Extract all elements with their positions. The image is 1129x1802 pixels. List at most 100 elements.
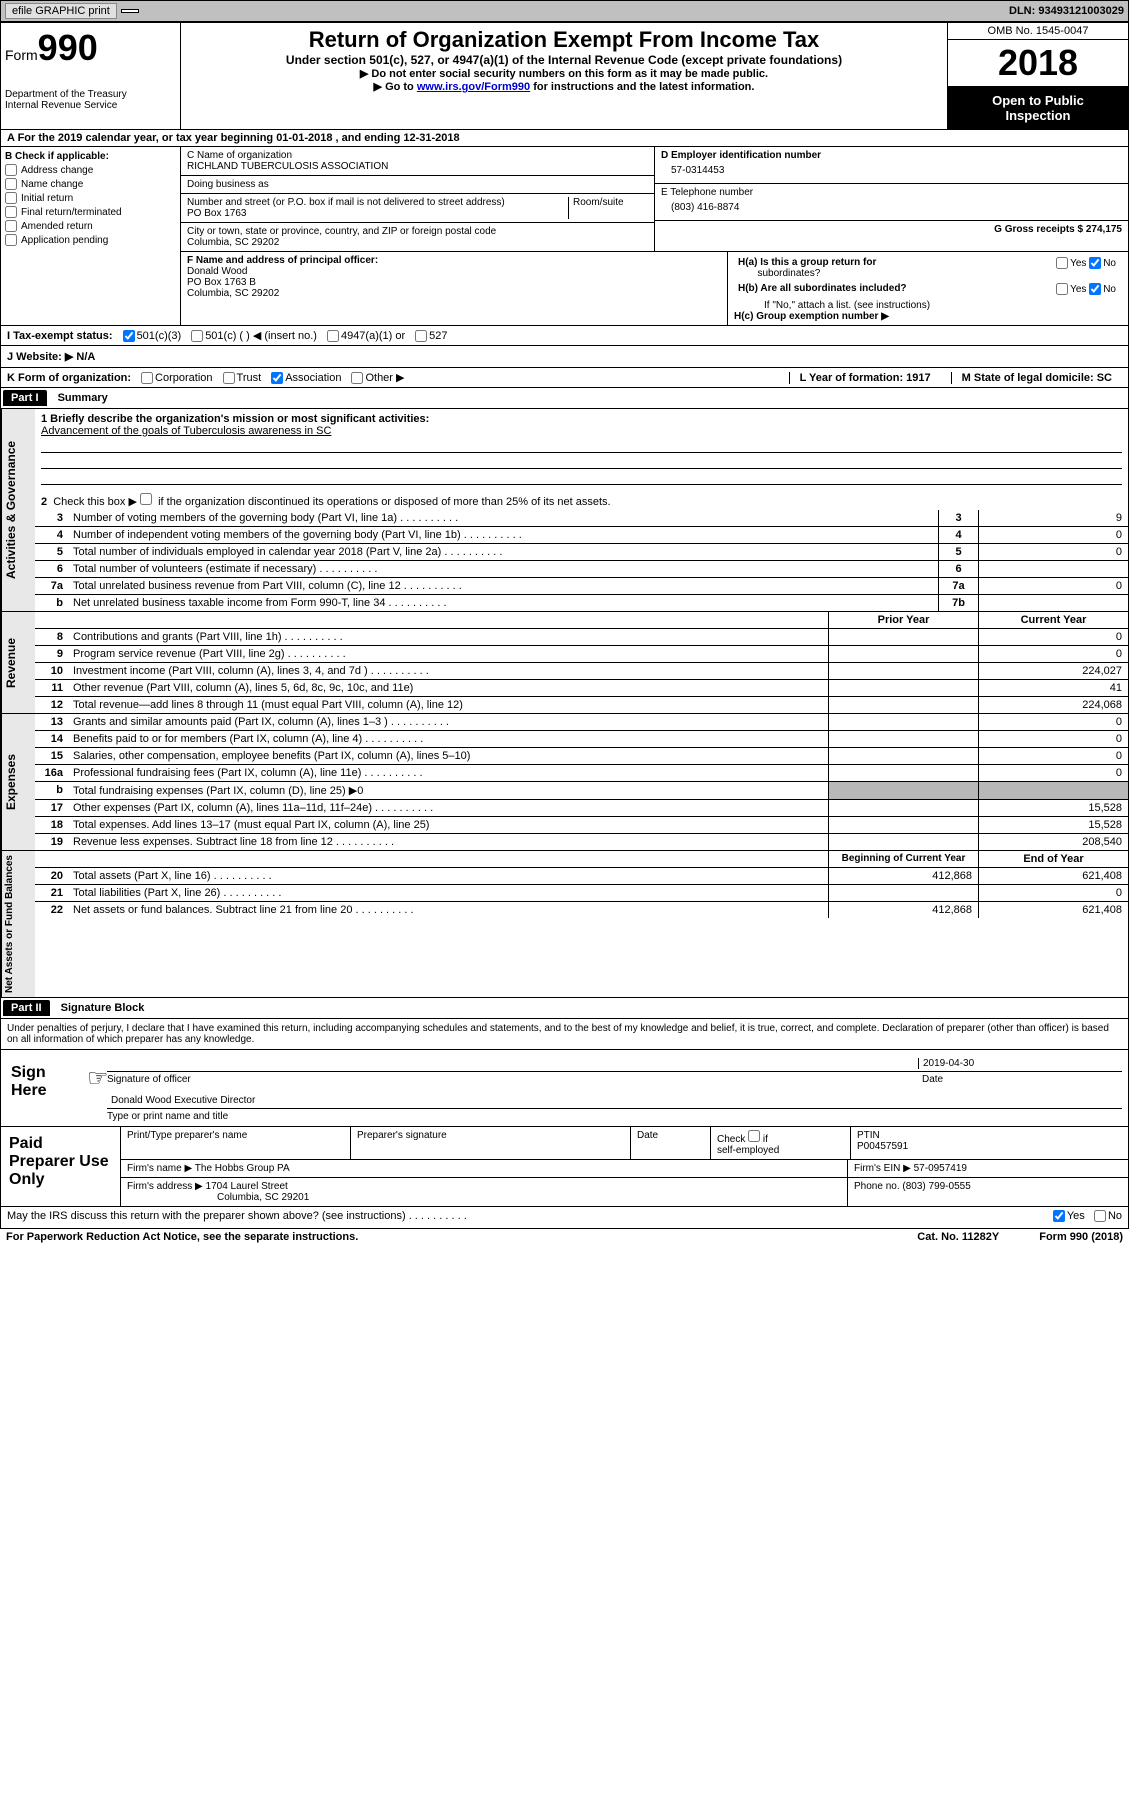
ptin-label: PTIN <box>857 1130 1122 1141</box>
gross-receipts: G Gross receipts $ 274,175 <box>661 224 1122 235</box>
address-value: PO Box 1763 <box>187 208 568 219</box>
line15-cy: 0 <box>978 748 1128 764</box>
line7b-value <box>978 595 1128 611</box>
line22-cy: 621,408 <box>978 902 1128 918</box>
irs-link[interactable]: www.irs.gov/Form990 <box>417 81 530 93</box>
association-checkbox[interactable] <box>271 372 283 384</box>
officer-name-title: Donald Wood Executive Director <box>111 1095 255 1106</box>
501c-checkbox[interactable] <box>191 330 203 342</box>
line12-label: Total revenue—add lines 8 through 11 (mu… <box>69 697 828 713</box>
line19-cy: 208,540 <box>978 834 1128 850</box>
discontinued-checkbox[interactable] <box>140 493 152 505</box>
form-990-footer: Form 990 (2018) <box>1039 1231 1123 1243</box>
hb-no-checkbox[interactable] <box>1089 283 1101 295</box>
line16a-cy: 0 <box>978 765 1128 781</box>
line4-value: 0 <box>978 527 1128 543</box>
ssn-warning: ▶ Do not enter social security numbers o… <box>189 67 939 80</box>
hb-note: If "No," attach a list. (see instruction… <box>734 300 1122 311</box>
initial-return-checkbox[interactable] <box>5 192 17 204</box>
dln-number: DLN: 93493121003029 <box>1009 5 1124 17</box>
application-pending-checkbox[interactable] <box>5 234 17 246</box>
firm-ein: 57-0957419 <box>914 1163 967 1174</box>
paid-preparer-label: Paid Preparer Use Only <box>1 1127 121 1206</box>
line5-value: 0 <box>978 544 1128 560</box>
officer-name: Donald Wood <box>187 266 721 277</box>
line2-text: 2 Check this box ▶ if the organization d… <box>35 491 1128 510</box>
line11-label: Other revenue (Part VIII, column (A), li… <box>69 680 828 696</box>
tax-year: 2018 <box>948 40 1128 87</box>
527-checkbox[interactable] <box>415 330 427 342</box>
print-name-label: Print/Type preparer's name <box>121 1127 351 1159</box>
mission-line <box>41 439 1122 453</box>
sig-date-label: Date <box>922 1074 1122 1085</box>
line22-py: 412,868 <box>828 902 978 918</box>
line22-label: Net assets or fund balances. Subtract li… <box>69 902 828 918</box>
efile-print-button[interactable]: efile GRAPHIC print <box>5 3 117 19</box>
final-return-checkbox[interactable] <box>5 206 17 218</box>
line20-py: 412,868 <box>828 868 978 884</box>
sig-date-value: 2019-04-30 <box>918 1058 1118 1069</box>
expenses-section: Expenses 13Grants and similar amounts pa… <box>0 714 1129 851</box>
discuss-yes-checkbox[interactable] <box>1053 1210 1065 1222</box>
line9-py <box>828 646 978 662</box>
state-domicile: M State of legal domicile: SC <box>951 372 1122 384</box>
corporation-checkbox[interactable] <box>141 372 153 384</box>
officer-label: F Name and address of principal officer: <box>187 255 721 266</box>
line16b-gray2 <box>978 782 1128 799</box>
firm-addr2: Columbia, SC 29201 <box>127 1192 309 1203</box>
line13-label: Grants and similar amounts paid (Part IX… <box>69 714 828 730</box>
paid-preparer-section: Paid Preparer Use Only Print/Type prepar… <box>0 1127 1129 1207</box>
year-formation: L Year of formation: 1917 <box>789 372 941 384</box>
tax-exempt-status-row: I Tax-exempt status: 501(c)(3) 501(c) ( … <box>0 326 1129 346</box>
goto-instructions: ▶ Go to www.irs.gov/Form990 for instruct… <box>189 80 939 93</box>
pointer-icon: ☞ <box>87 1054 107 1122</box>
trust-checkbox[interactable] <box>223 372 235 384</box>
hb-yes-checkbox[interactable] <box>1056 283 1068 295</box>
line15-label: Salaries, other compensation, employee b… <box>69 748 828 764</box>
line17-py <box>828 800 978 816</box>
org-name: RICHLAND TUBERCULOSIS ASSOCIATION <box>187 161 648 172</box>
other-checkbox[interactable] <box>351 372 363 384</box>
line3-label: Number of voting members of the governin… <box>69 510 938 526</box>
line7b-label: Net unrelated business taxable income fr… <box>69 595 938 611</box>
ha-no-checkbox[interactable] <box>1089 257 1101 269</box>
501c3-checkbox[interactable] <box>123 330 135 342</box>
name-change-checkbox[interactable] <box>5 178 17 190</box>
part2-title: Signature Block <box>53 1002 145 1014</box>
4947-checkbox[interactable] <box>327 330 339 342</box>
part1-title: Summary <box>50 392 108 404</box>
line10-cy: 224,027 <box>978 663 1128 679</box>
form-title: Return of Organization Exempt From Incom… <box>189 27 939 53</box>
line8-py <box>828 629 978 645</box>
firm-addr1: 1704 Laurel Street <box>206 1181 288 1192</box>
line8-label: Contributions and grants (Part VIII, lin… <box>69 629 828 645</box>
amended-return-checkbox[interactable] <box>5 220 17 232</box>
netassets-side-label: Net Assets or Fund Balances <box>1 851 35 997</box>
line20-cy: 621,408 <box>978 868 1128 884</box>
line16b-gray1 <box>828 782 978 799</box>
self-employed-checkbox[interactable] <box>748 1130 760 1142</box>
self-employed-check: Check ifself-employed <box>711 1127 851 1159</box>
line9-cy: 0 <box>978 646 1128 662</box>
line18-py <box>828 817 978 833</box>
line17-label: Other expenses (Part IX, column (A), lin… <box>69 800 828 816</box>
line18-label: Total expenses. Add lines 13–17 (must eq… <box>69 817 828 833</box>
sign-here-label: Sign Here <box>7 1054 87 1122</box>
ha-yes-checkbox[interactable] <box>1056 257 1068 269</box>
sig-officer-label: Signature of officer <box>107 1074 922 1085</box>
line14-cy: 0 <box>978 731 1128 747</box>
b-check-label: B Check if applicable: <box>5 151 176 162</box>
mission-line <box>41 471 1122 485</box>
org-name-label: C Name of organization <box>187 150 648 161</box>
end-year-header: End of Year <box>978 851 1128 867</box>
line20-label: Total assets (Part X, line 16) <box>69 868 828 884</box>
line12-py <box>828 697 978 713</box>
address-change-checkbox[interactable] <box>5 164 17 176</box>
form-header: Form990 Department of the Treasury Inter… <box>0 22 1129 130</box>
discuss-no-checkbox[interactable] <box>1094 1210 1106 1222</box>
form-990-label: Form990 <box>5 27 176 69</box>
city-value: Columbia, SC 29202 <box>187 237 648 248</box>
hc-label: H(c) Group exemption number ▶ <box>734 311 1122 322</box>
netassets-section: Net Assets or Fund Balances Beginning of… <box>0 851 1129 998</box>
omb-number: OMB No. 1545-0047 <box>948 23 1128 40</box>
